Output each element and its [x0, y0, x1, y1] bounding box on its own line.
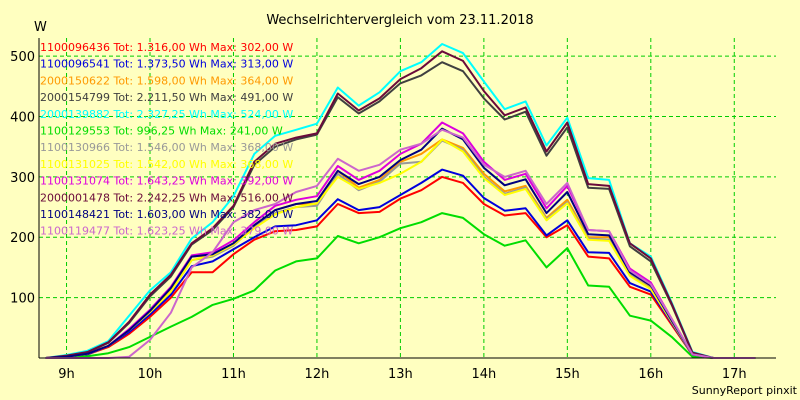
axes: [38, 38, 776, 359]
y-axis-unit: W: [34, 20, 47, 35]
x-tick-label: 12h: [305, 367, 330, 382]
legend-entry-4: 2000154799 Tot: 2.211,50 Wh Max: 491,00 …: [40, 91, 293, 104]
legend-entry-10: 2000001478 Tot: 2.242,25 Wh Max: 516,00 …: [40, 191, 293, 204]
series-line-8: [45, 138, 756, 359]
series-line-4: [45, 61, 756, 359]
series-line-1: [45, 175, 756, 359]
legend-entry-11: 1100148421 Tot: 1.603,00 Wh Max: 382,00 …: [40, 208, 293, 221]
x-tick-label: 10h: [138, 367, 163, 382]
x-tick-label: 9h: [58, 367, 75, 382]
legend-entry-8: 1100131025 Tot: 1.542,00 Wh Max: 368,00 …: [40, 158, 293, 171]
y-tick-label: 200: [10, 231, 35, 246]
x-tick-label: 11h: [221, 367, 246, 382]
legend-entry-2: 1100096541 Tot: 1.373,50 Wh Max: 313,00 …: [40, 58, 293, 71]
series-lines: [45, 43, 756, 359]
x-tick-label: 15h: [555, 367, 580, 382]
y-tick-label: 300: [10, 171, 35, 186]
series-line-6: [45, 212, 756, 359]
series-line-11: [45, 127, 756, 359]
legend-entry-9: 1100131074 Tot: 1.643,25 Wh Max: 392,00 …: [40, 175, 293, 188]
x-tick-label: 13h: [388, 367, 413, 382]
legend-entry-5: 2000139882 Tot: 2.327,25 Wh Max: 524,00 …: [40, 108, 293, 121]
x-tick-label: 17h: [722, 367, 747, 382]
x-tick-label: 14h: [471, 367, 496, 382]
legend-entry-3: 2000150622 Tot: 1.598,00 Wh Max: 364,00 …: [40, 74, 293, 87]
series-line-12: [45, 128, 756, 359]
series-line-2: [45, 168, 756, 359]
legend-entry-7: 1100130966 Tot: 1.546,00 Wh Max: 368,00 …: [40, 141, 293, 154]
series-line-10: [45, 50, 756, 359]
legend-entry-1: 1100096436 Tot: 1.316,00 Wh Max: 302,00 …: [40, 41, 293, 54]
legend-entry-12: 1100119477 Tot: 1.623,25 Wh Max: 379,00 …: [40, 225, 293, 238]
tick-labels: 9h 10h 11h 12h 13h 14h 15h 16h 17h 100 200 300 400 50…: [10, 50, 746, 382]
footer-credit: SunnyReport pinxit: [692, 384, 798, 397]
legend: 1100096436 Tot: 1.316,00 Wh Max: 302,00 …: [40, 41, 293, 238]
x-tick-label: 16h: [638, 367, 663, 382]
y-tick-label: 100: [10, 292, 35, 307]
legend-entry-6: 1100129553 Tot: 996,25 Wh Max: 241,00 W: [40, 125, 283, 138]
y-tick-label: 500: [10, 50, 35, 65]
chart-title: Wechselrichtervergleich vom 23.11.2018: [266, 13, 533, 28]
y-tick-label: 400: [10, 110, 35, 125]
